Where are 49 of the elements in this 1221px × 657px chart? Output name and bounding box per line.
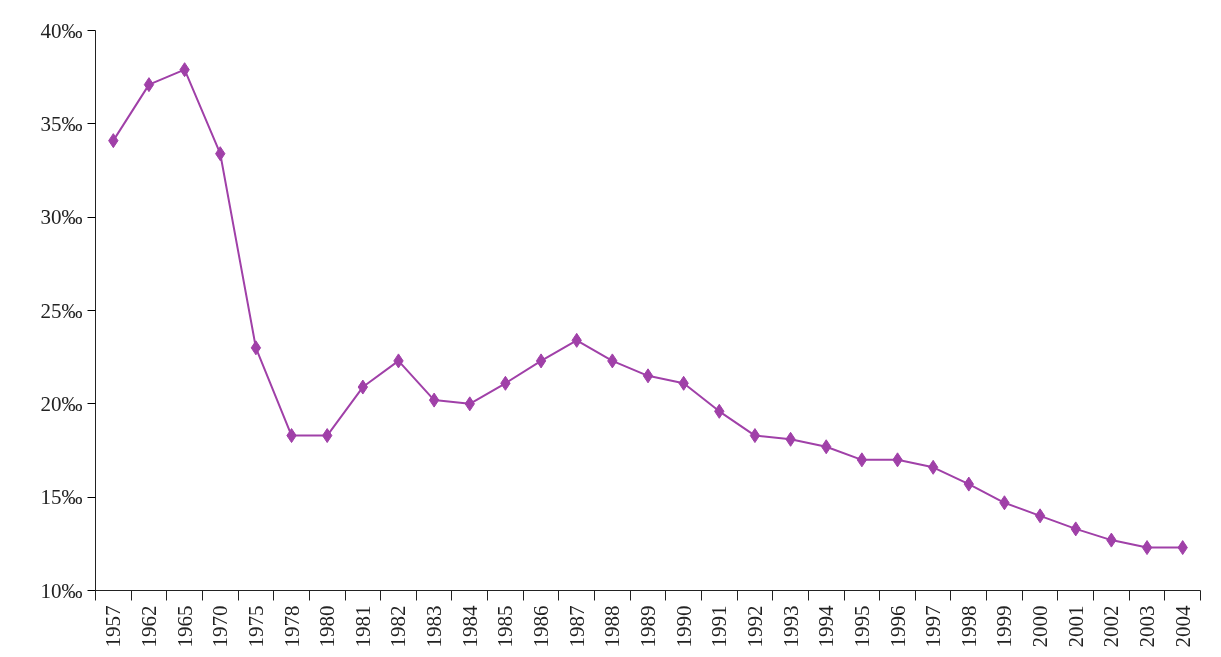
x-tick-label: 1985 [493, 605, 518, 648]
x-tick-label: 1978 [279, 605, 304, 648]
x-tick-label: 1983 [422, 605, 447, 648]
y-tick-label: 30‰ [40, 205, 83, 230]
x-tick-label: 1975 [243, 605, 268, 648]
x-tick-label: 1982 [386, 605, 411, 648]
x-tick-label: 1986 [529, 605, 554, 648]
x-tick-label: 1962 [136, 605, 161, 648]
x-tick-label: 2003 [1135, 605, 1160, 648]
y-tick-label: 15‰ [40, 485, 83, 510]
point [1141, 540, 1153, 556]
x-tick-label: 1987 [564, 605, 589, 648]
point [357, 379, 369, 395]
point [642, 368, 654, 384]
x-tick-label: 1988 [600, 605, 625, 648]
x-tick-label: 2000 [1028, 605, 1053, 648]
x-tick-label: 1995 [849, 605, 874, 648]
x-tick-label: 1965 [172, 605, 197, 648]
x-tick-label: 1996 [885, 605, 910, 648]
point [856, 452, 868, 468]
x-tick-label: 2001 [1063, 605, 1088, 648]
x-tick-label: 1998 [956, 605, 981, 648]
x-tick-label: 2002 [1099, 605, 1124, 648]
point [428, 392, 440, 408]
x-tick-label: 1994 [814, 605, 839, 648]
x-tick-label: 1981 [350, 605, 375, 648]
point [927, 459, 939, 475]
y-tick-label: 20‰ [40, 391, 83, 416]
x-tick-label: 1991 [707, 605, 732, 648]
x-tick-label: 1984 [457, 605, 482, 648]
y-tick-label: 40‰ [40, 18, 83, 43]
x-tick-label: 1997 [921, 605, 946, 648]
x-tick-label: 1990 [671, 605, 696, 648]
y-tick-label: 35‰ [40, 111, 83, 136]
point [143, 77, 155, 93]
x-tick-label: 1980 [315, 605, 340, 648]
x-tick-label: 1970 [208, 605, 233, 648]
point [1034, 508, 1046, 524]
x-tick-label: 1957 [101, 605, 126, 648]
x-tick-label: 1992 [742, 605, 767, 648]
point [749, 428, 761, 444]
point [250, 340, 262, 356]
x-tick-label: 1999 [992, 605, 1017, 648]
x-tick-label: 1993 [778, 605, 803, 648]
x-tick-label: 2004 [1170, 605, 1195, 648]
y-tick-label: 25‰ [40, 298, 83, 323]
x-tick-label: 1989 [636, 605, 660, 648]
y-tick-label: 10‰ [40, 578, 83, 603]
point [535, 353, 547, 369]
